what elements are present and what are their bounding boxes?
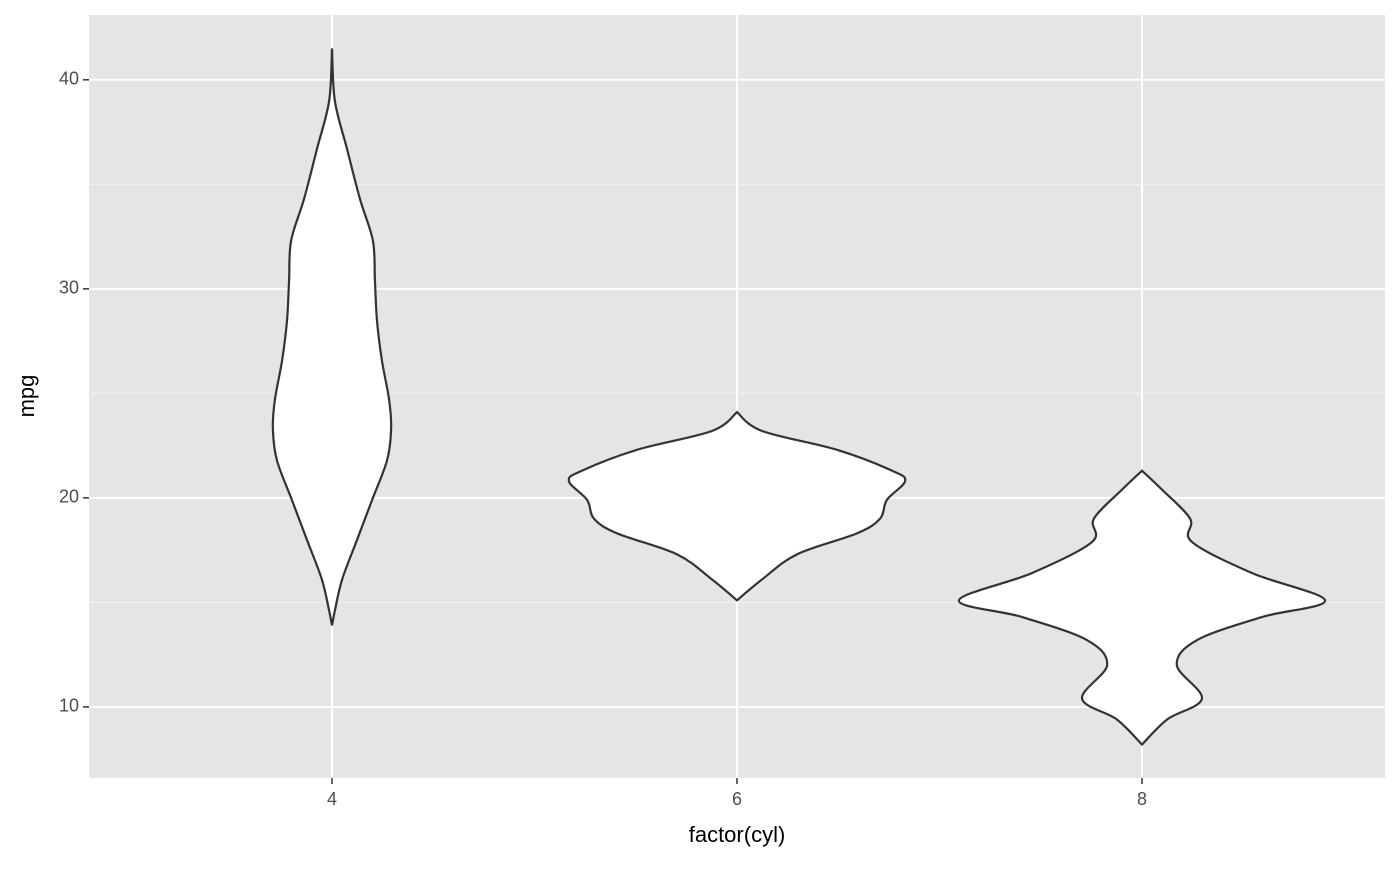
y-tick-label: 10 (59, 696, 79, 716)
x-tick-label: 4 (327, 789, 337, 809)
violin (567, 410, 907, 602)
x-axis-title: factor(cyl) (689, 822, 786, 847)
y-tick-label: 30 (59, 278, 79, 298)
x-tick-label: 8 (1137, 789, 1147, 809)
violin (957, 469, 1327, 747)
y-tick-label: 40 (59, 69, 79, 89)
y-axis-title: mpg (14, 375, 39, 418)
violin (271, 48, 393, 626)
y-tick-label: 20 (59, 487, 79, 507)
x-tick-label: 6 (732, 789, 742, 809)
